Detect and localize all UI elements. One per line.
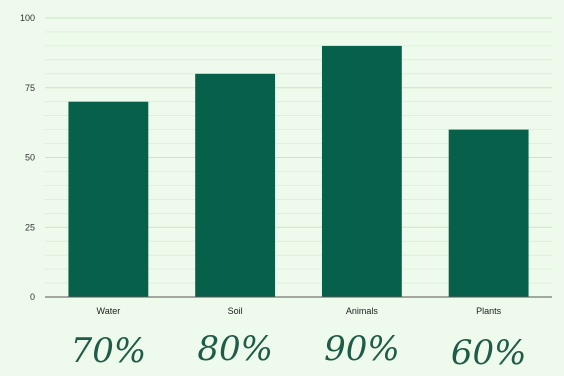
y-tick-label: 100 bbox=[20, 13, 35, 23]
labels-layer: 0 25 50 75 100 Water 70% Soil 80% Animals 90% Plant… bbox=[20, 13, 526, 373]
x-tick-label-soil: Soil bbox=[228, 306, 243, 316]
x-tick-label-plants: Plants bbox=[476, 306, 502, 316]
x-tick-label-water: Water bbox=[97, 306, 121, 316]
x-tick-label-animals: Animals bbox=[346, 306, 379, 316]
bar-animals bbox=[321, 45, 402, 298]
y-tick-label: 0 bbox=[30, 292, 35, 302]
bar-water bbox=[68, 101, 149, 297]
y-tick-label: 25 bbox=[25, 222, 35, 232]
annotation-water: 70% bbox=[71, 331, 147, 371]
bar-plants bbox=[448, 129, 529, 297]
annotation-soil: 80% bbox=[197, 329, 273, 369]
bars-layer bbox=[68, 45, 529, 298]
annotation-plants: 60% bbox=[451, 333, 527, 373]
y-tick-label: 75 bbox=[25, 83, 35, 93]
annotation-animals: 90% bbox=[324, 329, 400, 369]
bar-soil bbox=[195, 73, 276, 297]
y-tick-label: 50 bbox=[25, 153, 35, 163]
